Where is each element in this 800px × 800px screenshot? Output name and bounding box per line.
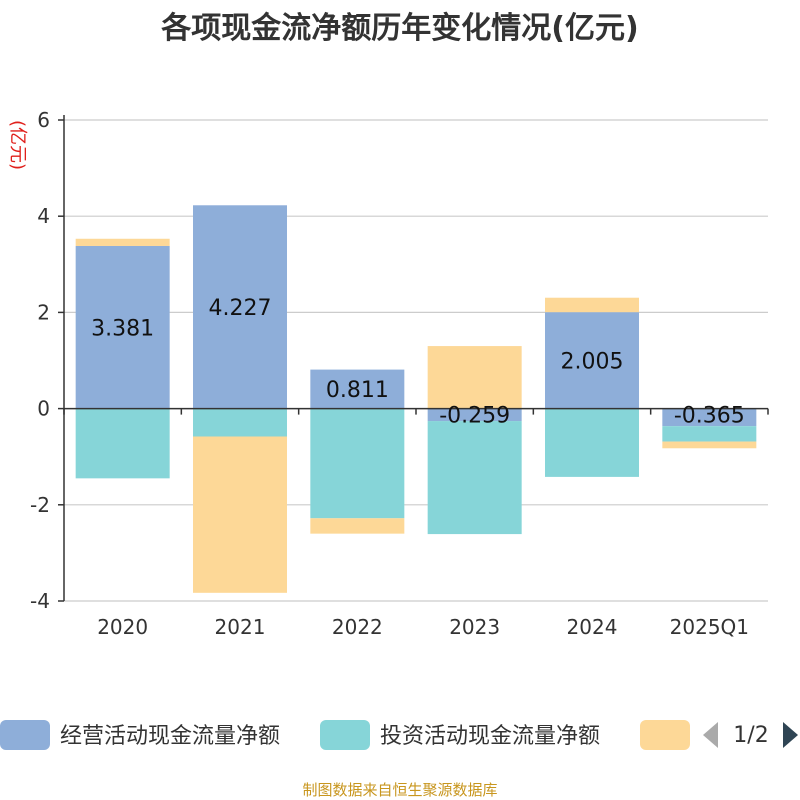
y-tick-label: 2 [37, 300, 50, 324]
bar-series1-2020 [75, 245, 170, 409]
bar-layer [75, 205, 757, 593]
legend-item-3[interactable] [640, 720, 690, 750]
legend-item-2[interactable]: 投资活动现金流量净额 [320, 720, 600, 750]
bar-series1-2021 [193, 205, 287, 409]
legend-label: 经营活动现金流量净额 [60, 724, 280, 749]
bar-series3-2025Q1 [662, 441, 757, 449]
data-label: 4.227 [209, 296, 272, 321]
data-label: 0.811 [326, 378, 389, 403]
bar-series1-2025Q1 [662, 408, 757, 427]
label-layer: 3.381 4.227 0.811 -0.259 2.005 -0.365 [91, 296, 745, 429]
legend[interactable]: 经营活动现金流量净额 投资活动现金流量净额 1/2 [0, 720, 798, 750]
pager-prev-icon[interactable] [703, 722, 718, 748]
data-label: 3.381 [91, 316, 154, 341]
x-tick-label: 2023 [449, 615, 500, 639]
x-tick-label: 2020 [97, 615, 148, 639]
bar-series2-2024 [545, 408, 639, 477]
data-label: 2.005 [561, 349, 624, 374]
legend-label: 投资活动现金流量净额 [380, 724, 600, 749]
y-tick-label: -4 [30, 589, 50, 613]
legend-swatch [0, 720, 50, 750]
bar-series2-2021 [193, 408, 287, 437]
data-label: -0.365 [674, 404, 745, 429]
source-note: 制图数据来自恒生聚源数据库 [302, 781, 497, 799]
y-axis-label: (亿元) [7, 120, 28, 170]
chart-title: 各项现金流净额历年变化情况(亿元) [160, 11, 638, 46]
bar-series3-2024 [545, 297, 639, 313]
legend-swatch [640, 720, 690, 750]
bar-series3-2023 [427, 346, 522, 409]
bar-series3-2020 [75, 238, 170, 246]
y-tick-label: 4 [37, 204, 50, 228]
bar-series1-2024 [545, 312, 639, 409]
bar-series2-2023 [427, 421, 522, 535]
bar-series2-2022 [310, 408, 405, 519]
legend-swatch [320, 720, 370, 750]
x-tick-label: 2025Q1 [670, 615, 749, 639]
bar-series1-2022 [310, 369, 405, 409]
pager-text: 1/2 [733, 723, 768, 748]
bar-series3-2022 [310, 518, 405, 534]
pager-next-icon[interactable] [783, 722, 798, 748]
y-tick-label: 6 [37, 108, 50, 132]
x-tick-label: 2022 [332, 615, 383, 639]
bar-series2-2025Q1 [662, 426, 757, 442]
bar-series1-2023 [427, 408, 522, 422]
x-tick-label: 2021 [215, 615, 266, 639]
x-tick-label: 2024 [567, 615, 618, 639]
legend-item-1[interactable]: 经营活动现金流量净额 [0, 720, 280, 750]
y-tick-label: 0 [37, 397, 50, 421]
bar-series2-2020 [75, 408, 170, 479]
axis-layer: 6 4 2 0 -2 -4 2020 2021 2022 2023 2024 2025Q1 [30, 108, 769, 639]
bar-series3-2021 [193, 436, 287, 593]
y-tick-label: -2 [30, 493, 50, 517]
data-label: -0.259 [439, 404, 510, 429]
